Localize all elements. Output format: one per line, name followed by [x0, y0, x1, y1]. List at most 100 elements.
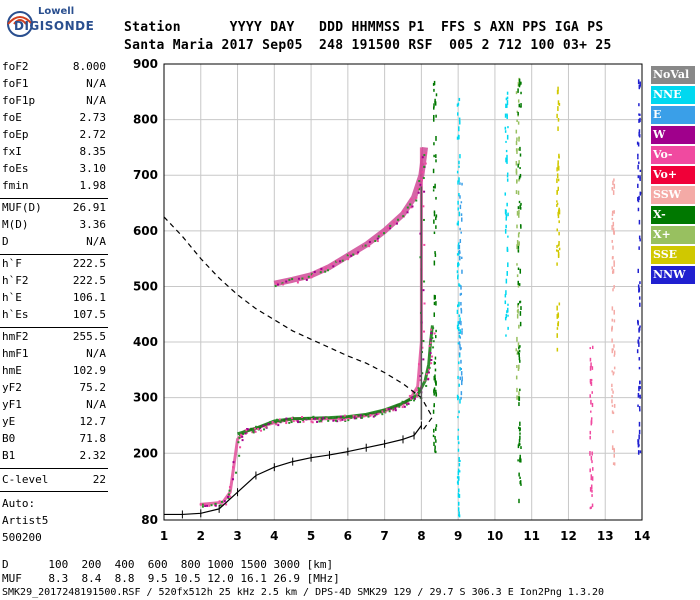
echo-point [459, 329, 462, 334]
echo-point [518, 472, 520, 477]
echo-point [611, 338, 613, 343]
echo-point [435, 439, 437, 443]
series-point [423, 330, 426, 333]
series-point [432, 327, 435, 330]
echo-point [515, 168, 518, 174]
series-point [302, 420, 305, 423]
param-separator [0, 468, 108, 469]
echo-point [433, 114, 435, 119]
param-row-yf2: yF2 75.2 [2, 381, 106, 397]
echo-point [434, 100, 436, 104]
echo-point [612, 430, 614, 434]
echo-point [638, 246, 640, 250]
series-point [343, 414, 346, 417]
series-point [429, 352, 432, 355]
echo-point [458, 193, 460, 197]
echo-point [460, 292, 463, 296]
echo-point [556, 167, 558, 172]
echo-point [435, 392, 437, 397]
echo-point [435, 214, 438, 218]
series-point [310, 420, 313, 423]
legend-item-noval: NoVal [651, 66, 695, 84]
series-point [241, 439, 244, 442]
echo-point [637, 320, 639, 326]
param-row-foep: foEp 2.72 [2, 128, 106, 144]
echo-point [556, 200, 558, 203]
param-name: hmF1 [2, 347, 29, 360]
series-point [408, 394, 411, 397]
y-tick-label: 200 [133, 446, 158, 460]
echo-point [515, 375, 518, 380]
x-tick-label: 12 [560, 529, 577, 543]
echo-point [458, 383, 460, 387]
echo-point [504, 113, 507, 118]
echo-point [557, 100, 560, 105]
echo-point [637, 79, 640, 85]
echo-point [515, 190, 518, 195]
series-point [333, 419, 336, 422]
series-point [357, 251, 360, 254]
series-point [372, 415, 375, 418]
series-point [301, 277, 304, 280]
series-point [204, 504, 207, 507]
y-tick-label: 400 [133, 335, 158, 349]
echo-point [519, 224, 522, 228]
series-point [394, 409, 397, 412]
echo-point [459, 293, 462, 296]
series-point [380, 411, 383, 414]
auto-scaling-line: 500200 [2, 531, 42, 544]
echo-point [612, 371, 615, 376]
echo-point [461, 182, 463, 186]
echo-point [557, 312, 559, 316]
echo-point [457, 435, 459, 440]
series-point [430, 332, 433, 335]
echo-point [637, 164, 639, 170]
echo-point [638, 429, 641, 435]
series-point [252, 430, 255, 433]
echo-point [638, 113, 640, 116]
series-point [385, 408, 388, 411]
echo-point [516, 314, 519, 319]
echo-point [519, 167, 521, 170]
param-row-fof1: foF1 N/A [2, 77, 106, 93]
series-point [307, 275, 310, 278]
series-point [423, 302, 426, 305]
echo-point [612, 245, 614, 250]
echo-point [592, 467, 594, 471]
echo-point [518, 283, 521, 286]
legend-item-ssw: SSW [651, 186, 695, 204]
echo-point [558, 207, 560, 213]
echo-point [461, 380, 463, 386]
series-point [318, 417, 321, 420]
series-point [228, 493, 231, 496]
series-point [428, 344, 431, 347]
echo-point [518, 175, 521, 180]
param-value: N/A [86, 347, 106, 360]
echo-point [556, 202, 559, 205]
echo-point [435, 329, 437, 333]
echo-point [516, 263, 518, 266]
series-point [297, 277, 300, 280]
series-point [320, 419, 323, 422]
series-point [341, 418, 344, 421]
series-point [430, 362, 433, 365]
echo-point [611, 445, 614, 450]
echo-point [611, 187, 613, 190]
echo-point [456, 476, 459, 479]
series-point [318, 420, 321, 423]
echo-point [590, 362, 592, 368]
echo-point [518, 136, 520, 139]
series-point [344, 418, 347, 421]
param-value: N/A [86, 77, 106, 90]
param-row-b0: B0 71.8 [2, 432, 106, 448]
series-point [245, 429, 248, 432]
series-point [388, 410, 391, 413]
echo-point [433, 403, 435, 407]
echo-point [460, 396, 462, 400]
param-name: foF1 [2, 77, 29, 90]
echo-point [556, 228, 558, 232]
series-point [228, 489, 231, 492]
series-point [381, 413, 384, 416]
echo-point [637, 450, 640, 455]
echo-point [611, 399, 613, 404]
